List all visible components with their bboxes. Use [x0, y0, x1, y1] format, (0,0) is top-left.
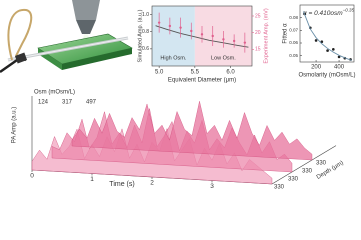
x-axis-label: Osmolarity (mOsm/L) [299, 73, 356, 79]
point [190, 29, 193, 33]
point [332, 48, 335, 51]
osm-label: Osm (mOsm/L) [34, 90, 75, 96]
ridge [71, 101, 313, 161]
x-tick-label: 5.0 [155, 70, 164, 76]
y-axis-label: Fitted α [283, 23, 289, 44]
depth-tick-label: 330 [274, 185, 285, 189]
fit-line [303, 11, 352, 61]
y2-tick-label: 15 [255, 47, 261, 53]
point [200, 33, 204, 36]
depth-tick-label: 330 [302, 169, 313, 175]
osm-value: 124 [38, 100, 49, 106]
device-photo [0, 0, 140, 82]
y-tick-label: 0.08 [289, 15, 298, 20]
y-tick-label: 0.07 [289, 28, 298, 33]
y-tick-label: 0.6 [142, 46, 149, 52]
region-label: High Osm. [160, 55, 186, 61]
x-tick-label: 5.5 [191, 70, 200, 76]
x-tick-label: 2 [150, 180, 154, 187]
osm-value: 497 [86, 100, 97, 106]
plot-frame [151, 5, 253, 67]
plot-frame [299, 4, 355, 63]
y2-axis-label: Experiment Amp. (mV) [263, 8, 269, 63]
x-tick-label: 200 [311, 65, 322, 71]
point [222, 38, 225, 41]
point [320, 40, 324, 44]
x-tick-label: 1 [90, 176, 94, 183]
y-tick-label: 0.06 [289, 40, 298, 45]
point [232, 39, 236, 43]
z-axis-label: PA Amp (a.u.) [12, 107, 18, 144]
equation-exponent: −0.35 [343, 8, 355, 13]
x-tick-label: 0 [30, 173, 34, 180]
equation-base: α = 0.410osm [303, 10, 343, 17]
depth-tick-label: 330 [288, 177, 299, 183]
x-tick-label: 6.0 [226, 70, 235, 76]
y2-tick-label: 20 [255, 30, 261, 36]
point [211, 34, 214, 38]
x-tick-label: 400 [334, 65, 345, 71]
point [337, 55, 341, 59]
point [179, 26, 182, 29]
y2-tick-label: 25 [255, 13, 261, 19]
y-tick-label: 0.05 [289, 53, 298, 58]
point [157, 21, 161, 24]
figure: High Osm. Low Osm.5.0 5.5 6.00.60.81.015202… [0, 0, 356, 189]
y-tick-label: 0.8 [142, 29, 149, 35]
point [168, 24, 172, 28]
fit-equation: α = 0.410osm−0.35 [303, 8, 355, 17]
osm-value: 317 [62, 100, 73, 106]
x-axis-label: Time (s) [109, 181, 134, 188]
point [243, 41, 247, 44]
depth-axis [271, 145, 337, 185]
x-axis-label: Equivalent Diameter (μm) [168, 78, 236, 84]
y-tick-label: 1.0 [142, 12, 149, 18]
y-axis-label: Simulated Amp. (a.u.) [137, 9, 143, 62]
depth-tick-label: 330 [316, 161, 327, 167]
point [326, 49, 329, 52]
region-label: Low Osm. [211, 55, 236, 61]
point [314, 39, 318, 42]
x-tick-label: 3 [210, 183, 214, 189]
